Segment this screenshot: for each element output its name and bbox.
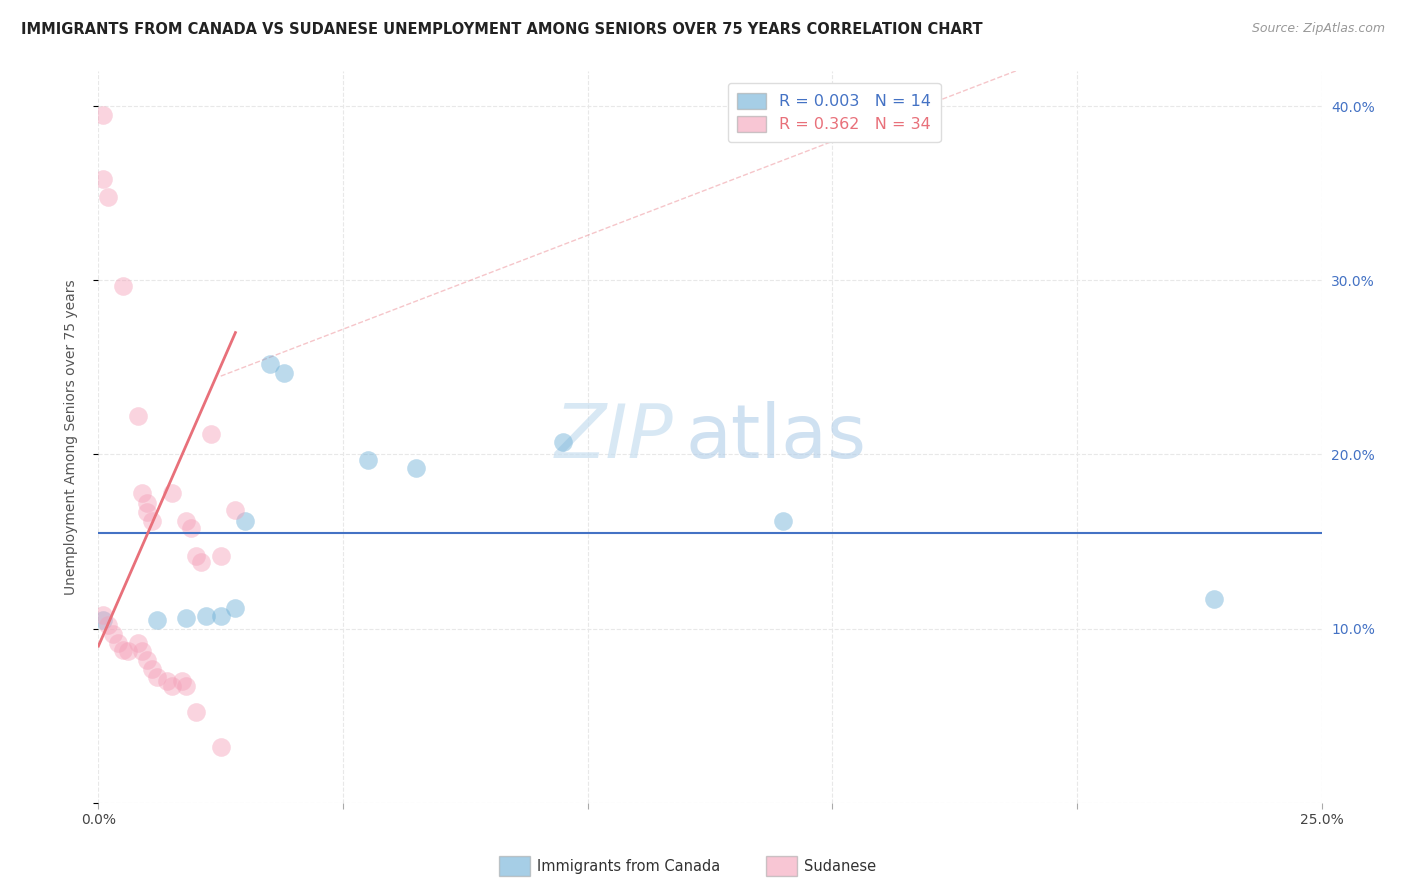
Point xyxy=(170,673,193,688)
Point xyxy=(186,705,208,719)
Point xyxy=(176,514,198,528)
Point xyxy=(107,635,129,649)
Point xyxy=(176,611,198,625)
Point xyxy=(209,549,232,563)
Point xyxy=(200,426,222,441)
Point xyxy=(101,627,124,641)
Point xyxy=(209,740,232,755)
Point xyxy=(111,642,134,657)
Point xyxy=(160,679,183,693)
Point xyxy=(136,653,159,667)
Point xyxy=(405,461,427,475)
Text: Source: ZipAtlas.com: Source: ZipAtlas.com xyxy=(1251,22,1385,36)
Point xyxy=(224,600,246,615)
Point xyxy=(160,485,183,500)
Y-axis label: Unemployment Among Seniors over 75 years: Unemployment Among Seniors over 75 years xyxy=(63,279,77,595)
Text: atlas: atlas xyxy=(686,401,866,474)
Point xyxy=(224,503,246,517)
Point xyxy=(91,607,114,622)
Point xyxy=(553,435,575,450)
Point xyxy=(141,514,163,528)
Point xyxy=(176,679,198,693)
Point xyxy=(131,485,153,500)
Point xyxy=(127,409,149,424)
Point xyxy=(111,278,134,293)
Point xyxy=(146,670,169,684)
Point xyxy=(186,549,208,563)
Text: Sudanese: Sudanese xyxy=(804,859,876,873)
Point xyxy=(190,556,212,570)
Point xyxy=(146,613,169,627)
Point xyxy=(91,108,114,122)
Point xyxy=(97,618,120,632)
Point xyxy=(259,357,281,371)
Point xyxy=(273,366,295,380)
Text: IMMIGRANTS FROM CANADA VS SUDANESE UNEMPLOYMENT AMONG SENIORS OVER 75 YEARS CORR: IMMIGRANTS FROM CANADA VS SUDANESE UNEMP… xyxy=(21,22,983,37)
Point xyxy=(180,521,202,535)
Point xyxy=(97,190,120,204)
Point xyxy=(195,609,218,624)
Point xyxy=(91,172,114,186)
Point xyxy=(131,644,153,658)
Point xyxy=(91,613,114,627)
Point xyxy=(209,609,232,624)
Point xyxy=(772,514,794,528)
Point xyxy=(1202,592,1225,607)
Point xyxy=(141,662,163,676)
Point xyxy=(156,673,179,688)
Text: ZIP: ZIP xyxy=(554,401,673,473)
Point xyxy=(136,496,159,510)
Legend: R = 0.003   N = 14, R = 0.362   N = 34: R = 0.003 N = 14, R = 0.362 N = 34 xyxy=(728,83,941,142)
Point xyxy=(117,644,139,658)
Text: Immigrants from Canada: Immigrants from Canada xyxy=(537,859,720,873)
Point xyxy=(233,514,256,528)
Point xyxy=(127,635,149,649)
Point xyxy=(356,452,378,467)
Point xyxy=(136,505,159,519)
